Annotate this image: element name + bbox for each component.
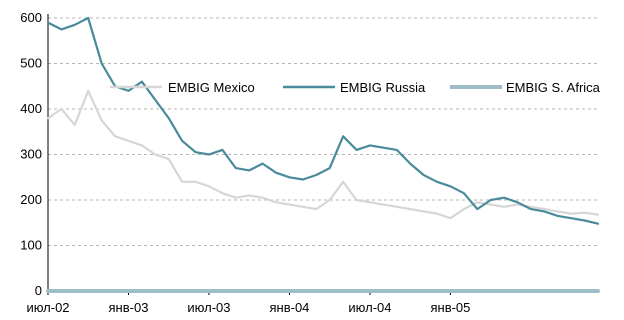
series-line-embig-mexico — [46, 89, 600, 220]
legend-label: EMBIG Mexico — [168, 80, 255, 95]
x-tick-label: июл-04 — [348, 300, 391, 315]
y-tick-label: 500 — [20, 56, 42, 71]
x-axis: июл-02 янв-03 июл-03 янв-04 июл-04 янв-05 — [26, 290, 598, 315]
y-tick-label: 300 — [20, 147, 42, 162]
x-tick-label: янв-05 — [430, 300, 470, 315]
x-tick-label: июл-02 — [26, 300, 69, 315]
y-tick-label: 200 — [20, 192, 42, 207]
gridlines — [48, 17, 598, 246]
y-axis: 0 100 200 300 400 500 600 — [20, 10, 49, 298]
legend: EMBIG Mexico EMBIG Russia EMBIG S. Africa — [110, 80, 601, 95]
y-tick-label: 400 — [20, 101, 42, 116]
series-line-embig-russia — [46, 16, 600, 225]
x-tick-label: июл-03 — [187, 300, 230, 315]
y-tick-label: 600 — [20, 10, 42, 25]
legend-label: EMBIG S. Africa — [506, 80, 601, 95]
y-tick-label: 0 — [35, 283, 42, 298]
series-lines — [46, 16, 600, 293]
x-tick-label: янв-03 — [109, 300, 149, 315]
x-tick-label: янв-04 — [270, 300, 310, 315]
legend-label: EMBIG Russia — [340, 80, 426, 95]
y-tick-label: 100 — [20, 238, 42, 253]
